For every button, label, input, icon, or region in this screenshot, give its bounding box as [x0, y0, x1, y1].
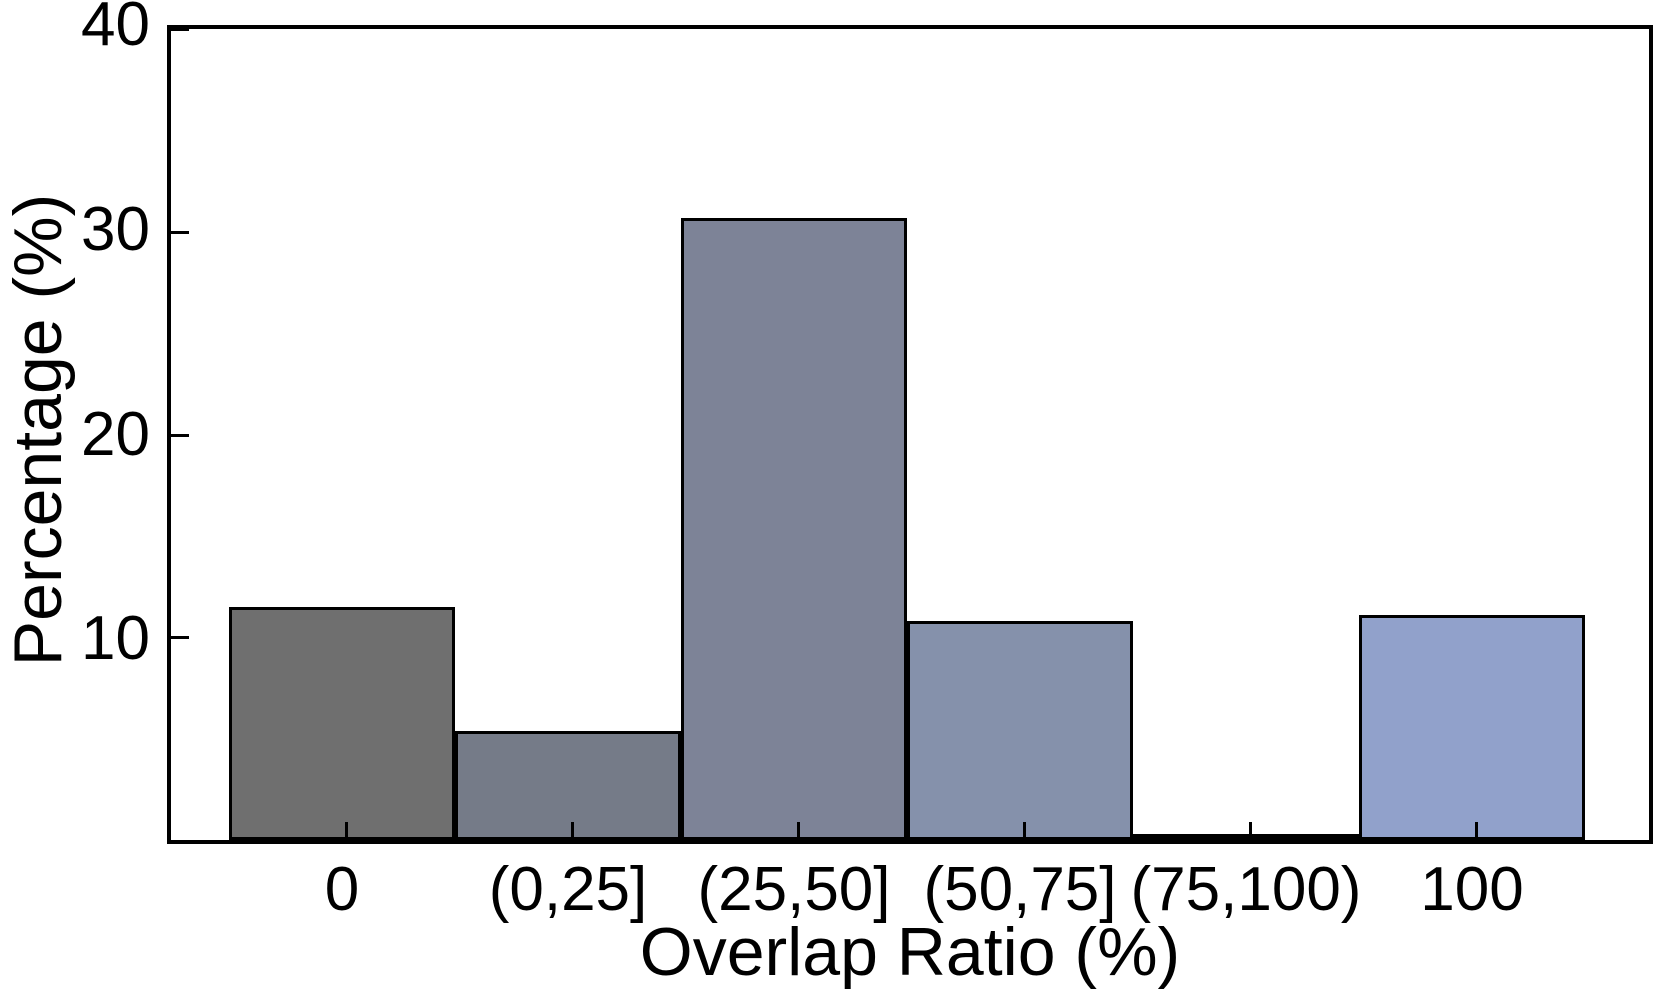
- x-tick: [797, 822, 800, 840]
- x-tick: [1023, 822, 1026, 840]
- x-tick: [1249, 822, 1252, 840]
- x-tick-label: (75,100): [1130, 855, 1362, 924]
- y-tick: [171, 434, 189, 437]
- x-tick-label: 0: [324, 855, 360, 924]
- y-tick: [171, 636, 189, 639]
- x-tick: [345, 822, 348, 840]
- x-tick-label: 100: [1420, 855, 1524, 924]
- y-tick-label: 20: [81, 400, 150, 469]
- x-tick-label: (50,75]: [923, 855, 1117, 924]
- bar-0: [229, 607, 455, 840]
- bar-(0,25]: [455, 731, 681, 840]
- x-tick: [571, 822, 574, 840]
- plot-area: [167, 25, 1653, 844]
- y-tick-label: 40: [81, 0, 150, 59]
- x-tick: [1475, 822, 1478, 840]
- y-tick: [171, 231, 189, 234]
- y-tick: [171, 28, 189, 31]
- x-tick-label: (0,25]: [488, 855, 648, 924]
- bar-(25,50]: [681, 218, 907, 840]
- bar-100: [1359, 615, 1585, 840]
- y-tick-label: 10: [81, 604, 150, 673]
- bar-(50,75]: [907, 621, 1133, 840]
- x-tick-label: (25,50]: [697, 855, 891, 924]
- x-axis-title: Overlap Ratio (%): [639, 914, 1181, 990]
- bar-(75,100): [1133, 834, 1359, 840]
- y-tick-label: 30: [81, 195, 150, 264]
